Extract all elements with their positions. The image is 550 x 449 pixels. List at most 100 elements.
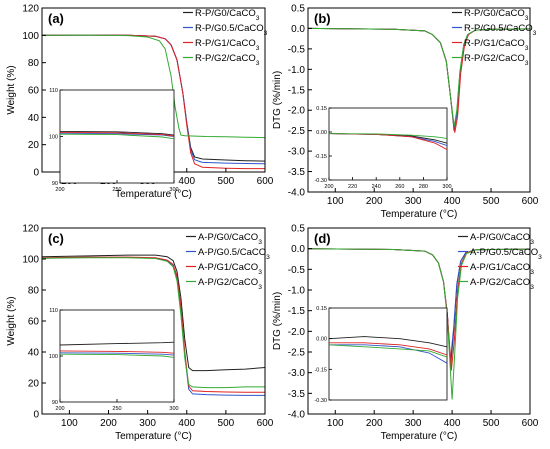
inset-y-tick-label: 110 <box>49 88 58 94</box>
inset-y-tick-label: 100 <box>49 135 58 141</box>
inset-x-tick-label: 220 <box>348 184 357 190</box>
inset-series-line-1 <box>59 352 175 356</box>
inset-y-tick-label: -0.15 <box>314 154 327 160</box>
legend-entry: R-P/G0.5/CaCO3 <box>195 23 268 37</box>
legend-entry: A-P/G0/CaCO3 <box>470 232 534 246</box>
plot-frame <box>307 227 531 415</box>
x-tick-label: 600 <box>522 418 539 429</box>
x-tick-label: 300 <box>139 418 156 429</box>
inset-x-tick-label: 240 <box>372 184 381 190</box>
inset-series-line-0 <box>59 341 175 346</box>
y-axis-label: Weight (%) <box>6 296 17 345</box>
x-tick-label: 200 <box>366 196 383 207</box>
y-tick-label: -3.5 <box>288 389 306 400</box>
series-line-2 <box>41 34 265 170</box>
inset-x-tick-label: 260 <box>395 184 404 190</box>
legend-entry: R-P/G0/CaCO3 <box>195 8 260 22</box>
y-axis-label: Weight (%) <box>6 65 17 114</box>
y-tick-label: -3.5 <box>288 167 306 178</box>
legend-entry: A-P/G0.5/CaCO3 <box>470 247 542 261</box>
legend-entry: A-P/G0.5/CaCO3 <box>198 247 270 261</box>
inset-y-tick-label: 0.15 <box>316 306 327 312</box>
y-tick-label: -0.5 <box>288 44 306 55</box>
inset-frame <box>328 107 448 181</box>
series-line-3 <box>307 248 531 400</box>
inset-x-tick-label: 300 <box>169 187 178 193</box>
y-tick-label: 40 <box>28 348 40 359</box>
legend-entry: A-P/G2/CaCO3 <box>198 277 262 291</box>
x-tick-label: 400 <box>178 418 195 429</box>
series-line-2 <box>41 256 265 393</box>
y-tick-label: 20 <box>28 379 40 390</box>
x-tick-label: 500 <box>218 418 235 429</box>
inset-series-line-3 <box>59 353 175 358</box>
inset-series-line-3 <box>328 344 448 358</box>
x-tick-label: 100 <box>327 418 344 429</box>
series-line-3 <box>41 257 265 389</box>
inset-series-line-3 <box>328 133 448 139</box>
panel-label: (d) <box>314 231 331 246</box>
legend-entry: R-P/G0.5/CaCO3 <box>464 23 537 37</box>
chart-panel-2: 100 200 300 400 500 600020406080100120Tempera… <box>6 224 274 443</box>
plot-frame <box>307 7 531 193</box>
y-tick-label: -2.5 <box>288 348 306 359</box>
y-tick-label: 120 <box>22 224 39 235</box>
y-tick-label: 0.5 <box>291 4 305 15</box>
x-axis-label: Temperature (°C) <box>381 209 458 220</box>
inset-y-tick-label: 0.00 <box>316 130 327 136</box>
x-tick-label: 600 <box>522 196 539 207</box>
y-tick-label: -0.5 <box>288 265 306 276</box>
inset-y-tick-label: -0.15 <box>314 367 327 373</box>
inset-x-tick-label: 250 <box>112 187 121 193</box>
y-tick-label: 120 <box>22 4 39 15</box>
panel-label: (c) <box>48 231 64 246</box>
chart-panel-3: 100 200 300 400 500 600 -4.0 -3.5 -3.0 -2.5 -2.0 -1… <box>272 224 542 443</box>
y-tick-label: 0 <box>33 168 39 179</box>
inset-y-tick-label: 90 <box>52 400 58 406</box>
series-line-0 <box>41 254 266 372</box>
inset-series-line-2 <box>59 350 175 354</box>
legend-entry: R-P/G1/CaCO3 <box>195 38 260 52</box>
y-tick-label: -4.0 <box>288 410 306 421</box>
legend: A-P/G0/CaCO3A-P/G0.5/CaCO3A-P/G1/CaCO3A-… <box>186 232 270 291</box>
x-tick-label: 200 <box>100 418 117 429</box>
inset-series-line-2 <box>329 342 448 356</box>
legend-entry: A-P/G0/CaCO3 <box>198 232 262 246</box>
x-tick-label: 300 <box>405 418 422 429</box>
inset-x-tick-label: 200 <box>55 187 64 193</box>
legend-entry: A-P/G1/CaCO3 <box>470 262 534 276</box>
x-tick-label: 400 <box>444 196 461 207</box>
y-tick-label: -1.0 <box>288 65 306 76</box>
inset-series-line-1 <box>329 344 448 364</box>
inset-y-tick-label: 90 <box>52 181 58 187</box>
inset-y-tick-label: 0.00 <box>316 337 327 343</box>
inset-y-tick-label: -0.30 <box>314 178 327 184</box>
inset-series-line-3 <box>59 133 175 140</box>
x-axis-label: Temperature (°C) <box>115 189 192 200</box>
inset-y-tick-label: 100 <box>49 354 58 360</box>
x-tick-label: 600 <box>257 418 274 429</box>
legend-entry: A-P/G2/CaCO3 <box>470 277 534 291</box>
legend: R-P/G0/CaCO3R-P/G0.5/CaCO3R-P/G1/CaCO3R-… <box>452 8 537 67</box>
legend: R-P/G0/CaCO3R-P/G0.5/CaCO3R-P/G1/CaCO3R-… <box>183 8 268 67</box>
inset-x-tick-label: 200 <box>324 184 333 190</box>
inset-series-line-0 <box>328 336 448 348</box>
inset-plot: 200 250 300 90 100 110 <box>49 88 179 193</box>
inset-y-tick-label: 0.15 <box>316 106 327 112</box>
y-tick-label: -1.5 <box>288 306 306 317</box>
x-tick-label: 300 <box>405 196 422 207</box>
x-axis-label: Temperature (°C) <box>115 431 192 442</box>
legend: A-P/G0/CaCO3A-P/G0.5/CaCO3A-P/G1/CaCO3A-… <box>458 232 542 291</box>
inset-x-tick-label: 200 <box>55 406 64 412</box>
inset-series-line-1 <box>59 132 175 137</box>
y-tick-label: 60 <box>28 86 40 97</box>
x-tick-label: 500 <box>218 176 235 187</box>
y-tick-label: -1.5 <box>288 85 306 96</box>
x-tick-label: 600 <box>257 176 274 187</box>
panel-label: (a) <box>48 11 64 26</box>
inset-x-tick-label: 280 <box>419 184 428 190</box>
y-tick-label: 60 <box>28 317 40 328</box>
y-tick-label: 100 <box>22 31 39 42</box>
